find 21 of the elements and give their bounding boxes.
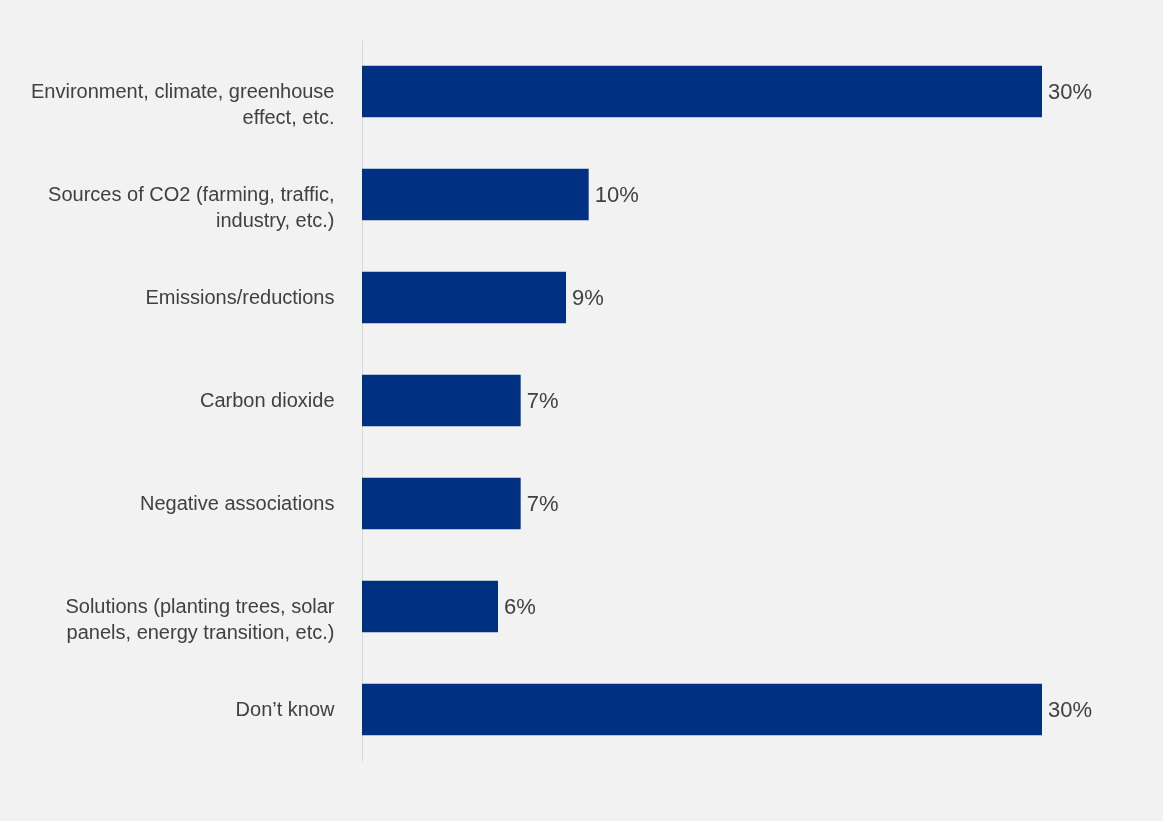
data-label: 30% [1048, 78, 1093, 104]
y-tick-label: Carbon dioxide [199, 388, 335, 411]
bar [362, 683, 1042, 736]
bar [362, 271, 566, 324]
y-tick-label: Sources of CO2 (farming, traffic, industry, etc.) [48, 182, 335, 231]
data-label: 9% [572, 284, 604, 310]
y-tick-label: Environment, climate, greenhouse effect, etc. [31, 79, 335, 128]
bar [362, 374, 521, 427]
bar [362, 65, 1042, 118]
bar [362, 168, 589, 221]
data-label: 30% [1048, 696, 1093, 722]
data-label: 7% [526, 490, 559, 516]
y-tick-label: Negative associations [139, 491, 335, 514]
y-tick-label: Solutions (planting trees, solar panels, energy transition, etc.) [65, 594, 335, 643]
data-label: 7% [526, 387, 559, 413]
y-tick-label: Emissions/reductions [145, 285, 335, 308]
data-label: 10% [594, 181, 639, 207]
bar [362, 477, 521, 530]
data-label: 6% [504, 593, 536, 619]
y-tick-label: Don’t know [235, 697, 336, 720]
bar [362, 580, 498, 633]
